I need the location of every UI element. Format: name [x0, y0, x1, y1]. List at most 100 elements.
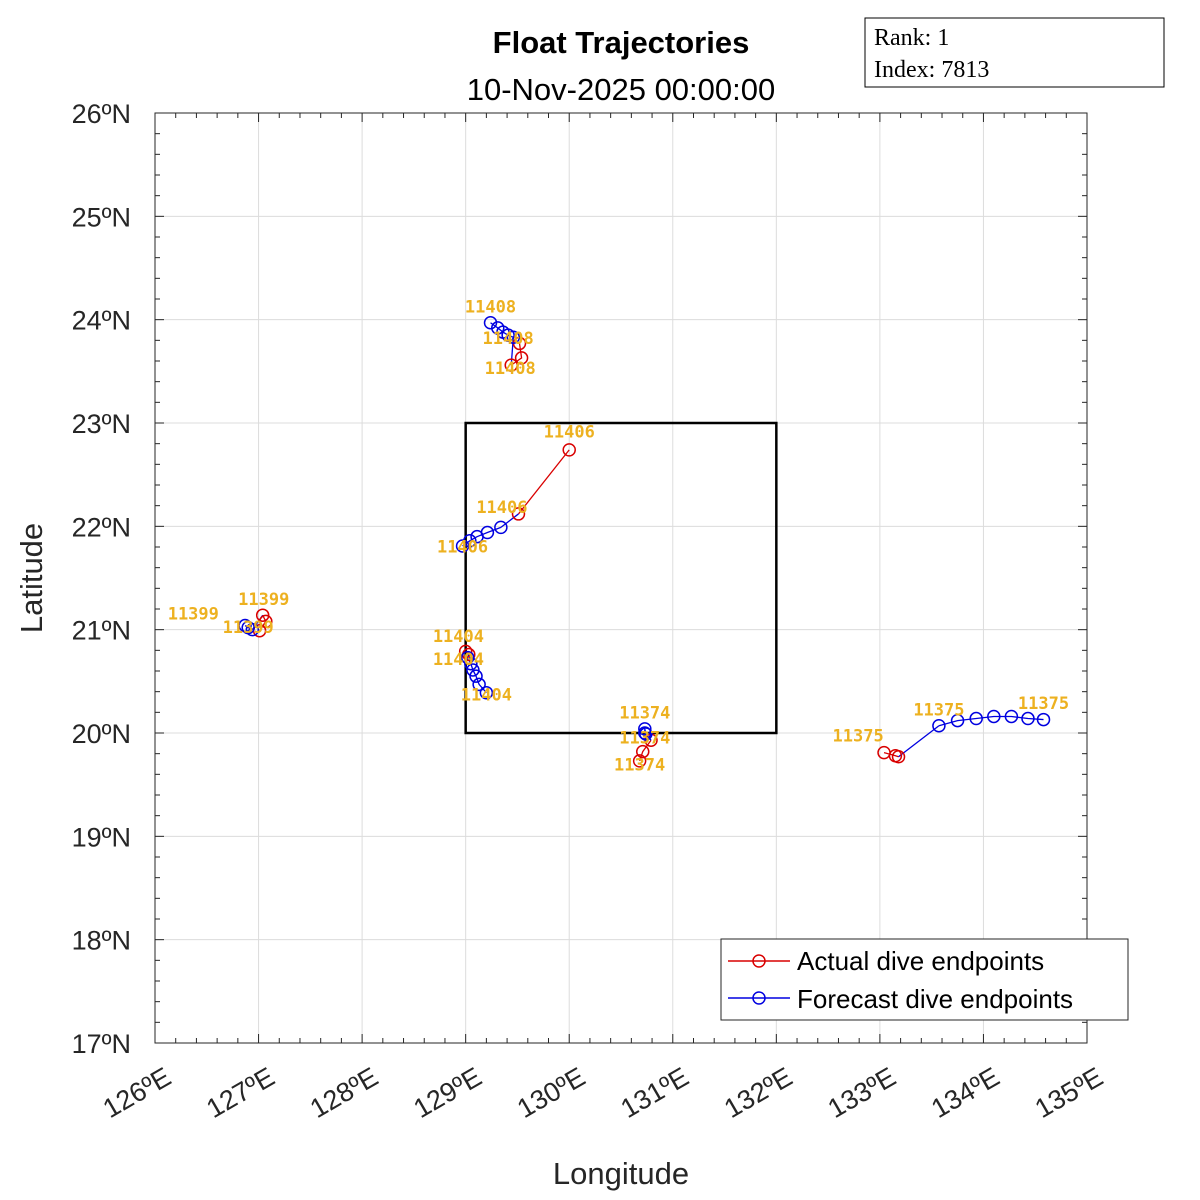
float-id-label: 11404 — [433, 650, 484, 670]
info-box: Rank: 1 Index: 7813 — [864, 17, 1165, 88]
plot-area: 1140811408114081140611406114061139911399… — [168, 297, 1069, 775]
grid — [154, 112, 1088, 1044]
x-axis-label: Longitude — [553, 1156, 689, 1191]
x-tick-label: 130ºE — [512, 1062, 590, 1124]
connector-track — [898, 725, 940, 758]
forecast-point — [950, 713, 965, 728]
float-id-label: 11375 — [1018, 694, 1069, 714]
x-tick-label: 134ºE — [926, 1062, 1004, 1124]
float-11408: 11408 11408 11408 — [465, 297, 536, 378]
actual-track — [259, 614, 267, 632]
forecast-point — [1021, 711, 1035, 726]
y-tick-label: 18ºN — [72, 926, 131, 956]
legend-forecast: Forecast dive endpoints — [797, 984, 1073, 1014]
x-tick-label: 126ºE — [98, 1062, 176, 1124]
y-tick-label: 23ºN — [72, 409, 131, 439]
float-11406: 11406 11406 11406 — [437, 422, 595, 557]
y-tick-label: 17ºN — [72, 1029, 131, 1059]
actual-point — [632, 754, 647, 768]
actual-point — [458, 644, 473, 659]
legend-actual: Actual dive endpoints — [797, 946, 1044, 976]
y-tick-label: 26ºN — [72, 99, 131, 129]
index-text: Index: 7813 — [874, 57, 989, 83]
legend: Actual dive endpoints Forecast dive endp… — [720, 938, 1129, 1021]
float-id-label: 11399 — [238, 590, 289, 610]
float-id-label: 11406 — [437, 538, 488, 558]
x-tick-label: 127ºE — [201, 1062, 279, 1124]
forecast-point — [455, 539, 470, 553]
float-id-label: 11404 — [433, 627, 484, 647]
forecast-point — [639, 727, 653, 741]
y-tick-label: 24ºN — [72, 306, 131, 336]
actual-point — [891, 750, 906, 764]
actual-point — [635, 744, 650, 759]
chart-subtitle: 10-Nov-2025 00:00:00 — [467, 72, 776, 107]
connector-track — [500, 513, 519, 528]
forecast-point — [469, 669, 483, 683]
float-id-label: 11408 — [485, 359, 536, 379]
forecast-point — [987, 709, 1001, 724]
actual-track — [883, 752, 899, 758]
actual-point — [504, 358, 518, 372]
axes-frame — [154, 112, 1088, 1044]
region-box — [464, 421, 778, 735]
float-id-label: 11406 — [544, 422, 595, 442]
float-11375: 11375 11375 11375 — [833, 694, 1069, 764]
forecast-track — [244, 624, 253, 631]
actual-point — [255, 608, 270, 622]
actual-point — [562, 443, 576, 457]
y-axis-label: Latitude — [14, 523, 49, 633]
y-tick-label: 22ºN — [72, 512, 131, 542]
forecast-point — [479, 685, 494, 700]
forecast-point — [969, 711, 983, 726]
float-id-label: 11375 — [913, 700, 964, 720]
float-id-label: 11399 — [168, 604, 219, 624]
x-tick-label: 135ºE — [1030, 1062, 1108, 1124]
float-id-label: 11374 — [619, 704, 670, 724]
forecast-point — [460, 650, 475, 665]
x-tick-label: 128ºE — [305, 1062, 383, 1124]
legend-marker-forecast — [752, 991, 766, 1005]
x-tick-label: 133ºE — [823, 1062, 901, 1124]
x-tick-label: 129ºE — [409, 1062, 487, 1124]
y-tick-label: 25ºN — [72, 202, 131, 232]
forecast-point — [1004, 709, 1019, 724]
chart-title: Float Trajectories — [493, 25, 750, 60]
legend-marker-actual — [752, 954, 766, 968]
forecast-point — [638, 726, 652, 740]
float-id-label: 11375 — [833, 726, 884, 746]
float-id-label: 11406 — [476, 498, 527, 518]
float-id-label: 11399 — [223, 618, 274, 638]
forecast-point — [932, 719, 946, 733]
float-id-label: 11374 — [619, 729, 670, 749]
float-id-label: 11404 — [461, 685, 512, 705]
float-id-label: 11408 — [483, 329, 534, 349]
float-id-label: 11374 — [614, 756, 665, 776]
y-tick-label: 21ºN — [72, 616, 131, 646]
forecast-track — [938, 715, 1044, 727]
y-tick-label: 19ºN — [72, 822, 131, 852]
forecast-point — [466, 663, 480, 677]
float-11404: 11404 11404 11404 — [433, 627, 512, 705]
forecast-point — [470, 529, 484, 544]
float-id-label: 11408 — [465, 297, 516, 317]
actual-point — [511, 507, 526, 521]
forecast-point — [1036, 712, 1051, 727]
actual-track — [517, 449, 570, 515]
y-tick-label: 20ºN — [72, 719, 131, 749]
forecast-point — [464, 657, 478, 671]
rank-text: Rank: 1 — [874, 25, 949, 51]
forecast-point — [238, 618, 252, 633]
x-tick-label: 132ºE — [719, 1062, 797, 1124]
forecast-point — [483, 316, 498, 330]
forecast-point — [472, 677, 486, 692]
forecast-point — [241, 620, 255, 635]
float-11374: 11374 11374 11374 — [614, 704, 670, 776]
actual-point — [259, 614, 273, 629]
forecast-point — [638, 722, 652, 736]
x-tick-label: 131ºE — [616, 1062, 694, 1124]
forecast-point — [494, 520, 508, 535]
actual-track — [510, 343, 523, 366]
